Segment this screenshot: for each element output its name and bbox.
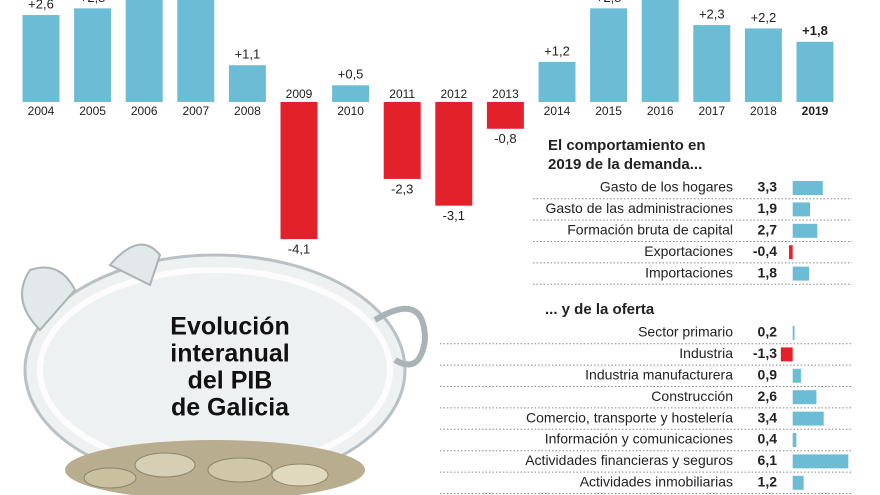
bar bbox=[792, 411, 824, 426]
year-label: 2012 bbox=[440, 87, 467, 101]
bar bbox=[792, 454, 849, 469]
bar bbox=[538, 61, 576, 102]
bar bbox=[228, 65, 266, 102]
value-label: -4,1 bbox=[288, 242, 310, 257]
bar bbox=[744, 28, 782, 102]
year-label: 2005 bbox=[79, 104, 106, 118]
value-label: +2,6 bbox=[28, 0, 54, 11]
piggy-bank bbox=[21, 243, 429, 495]
row-label: Información y comunicaciones bbox=[545, 431, 733, 447]
bar bbox=[693, 25, 731, 102]
value-label: +2,3 bbox=[699, 7, 725, 22]
year-label: 2019 bbox=[802, 104, 829, 118]
value-label: +1,1 bbox=[235, 47, 261, 62]
section-title: 2019 de la demanda... bbox=[548, 156, 702, 173]
bar bbox=[590, 8, 628, 102]
row-label: Industria bbox=[679, 345, 733, 361]
year-label: 2010 bbox=[337, 104, 364, 118]
year-label: 2004 bbox=[28, 104, 55, 118]
bar bbox=[125, 0, 163, 102]
row-label: Importaciones bbox=[645, 264, 733, 280]
value-label: +0,5 bbox=[338, 67, 364, 82]
row-value: 2,7 bbox=[758, 222, 778, 238]
row-label: Formación bruta de capital bbox=[567, 222, 733, 238]
value-label: +1,8 bbox=[802, 23, 828, 38]
row-value: 0,2 bbox=[758, 324, 778, 340]
year-label: 2015 bbox=[595, 104, 622, 118]
bar bbox=[792, 475, 804, 490]
value-label: +2,2 bbox=[751, 10, 777, 25]
value-label: -3,1 bbox=[443, 208, 465, 223]
row-label: Actividades inmobiliarias bbox=[580, 474, 733, 490]
row-value: 3,4 bbox=[758, 409, 778, 425]
bar bbox=[383, 102, 421, 179]
bar bbox=[792, 326, 795, 340]
bar bbox=[792, 181, 823, 195]
value-label: +1,2 bbox=[544, 43, 570, 58]
row-value: 0,4 bbox=[758, 431, 778, 447]
bar bbox=[792, 433, 797, 447]
value-label: -2,3 bbox=[391, 181, 413, 196]
chart-title: del PIB bbox=[188, 367, 273, 395]
row-value: 0,9 bbox=[758, 367, 778, 383]
bar bbox=[332, 85, 370, 102]
bar bbox=[789, 245, 793, 260]
section-title: El comportamiento en bbox=[548, 137, 706, 154]
row-label: Exportaciones bbox=[644, 243, 733, 259]
bar bbox=[792, 390, 817, 405]
bar bbox=[435, 102, 473, 206]
bar bbox=[486, 102, 524, 129]
section-title: ... y de la oferta bbox=[545, 301, 655, 318]
year-label: 2013 bbox=[492, 87, 519, 101]
chart-title: interanual bbox=[170, 340, 289, 368]
row-value: -1,3 bbox=[753, 345, 777, 361]
bar bbox=[792, 266, 810, 281]
year-label: 2011 bbox=[389, 87, 415, 101]
bar bbox=[22, 15, 60, 103]
row-value: 1,2 bbox=[758, 474, 778, 490]
bar bbox=[792, 368, 801, 383]
year-label: 2017 bbox=[698, 104, 725, 118]
year-label: 2009 bbox=[286, 87, 313, 101]
row-value: 6,1 bbox=[758, 452, 778, 468]
bar bbox=[792, 202, 811, 217]
year-label: 2014 bbox=[544, 104, 571, 118]
row-label: Actividades financieras y seguros bbox=[525, 452, 733, 468]
row-label: Industria manufacturera bbox=[585, 367, 733, 383]
row-value: 2,6 bbox=[758, 388, 778, 404]
row-label: Sector primario bbox=[638, 324, 733, 340]
row-value: 1,9 bbox=[758, 200, 778, 216]
bar bbox=[280, 102, 318, 240]
bar bbox=[74, 8, 112, 102]
bar bbox=[641, 0, 679, 102]
chart-layer: 2004 +2,6 2005 +2,8 2006 2007 2008 +1,1 2009 -4,1… bbox=[22, 0, 852, 494]
chart-title: de Galicia bbox=[171, 394, 290, 422]
value-label: +2,8 bbox=[80, 0, 106, 5]
bar bbox=[796, 41, 834, 102]
row-value: -0,4 bbox=[753, 243, 777, 259]
row-label: Gasto de los hogares bbox=[600, 179, 733, 195]
year-label: 2018 bbox=[750, 104, 777, 118]
bar bbox=[177, 0, 215, 102]
value-label: -0,8 bbox=[494, 131, 516, 146]
row-label: Gasto de las administraciones bbox=[545, 200, 733, 216]
row-label: Comercio, transporte y hostelería bbox=[526, 409, 733, 425]
row-value: 3,3 bbox=[758, 179, 778, 195]
bar bbox=[792, 223, 818, 238]
chart-title: Evolución bbox=[170, 313, 289, 341]
row-label: Construcción bbox=[651, 388, 733, 404]
bar bbox=[780, 347, 793, 362]
year-label: 2007 bbox=[182, 104, 209, 118]
year-label: 2008 bbox=[234, 104, 261, 118]
row-value: 1,8 bbox=[758, 264, 778, 280]
year-label: 2006 bbox=[131, 104, 158, 118]
value-label: +2,8 bbox=[596, 0, 622, 5]
year-label: 2016 bbox=[647, 104, 674, 118]
